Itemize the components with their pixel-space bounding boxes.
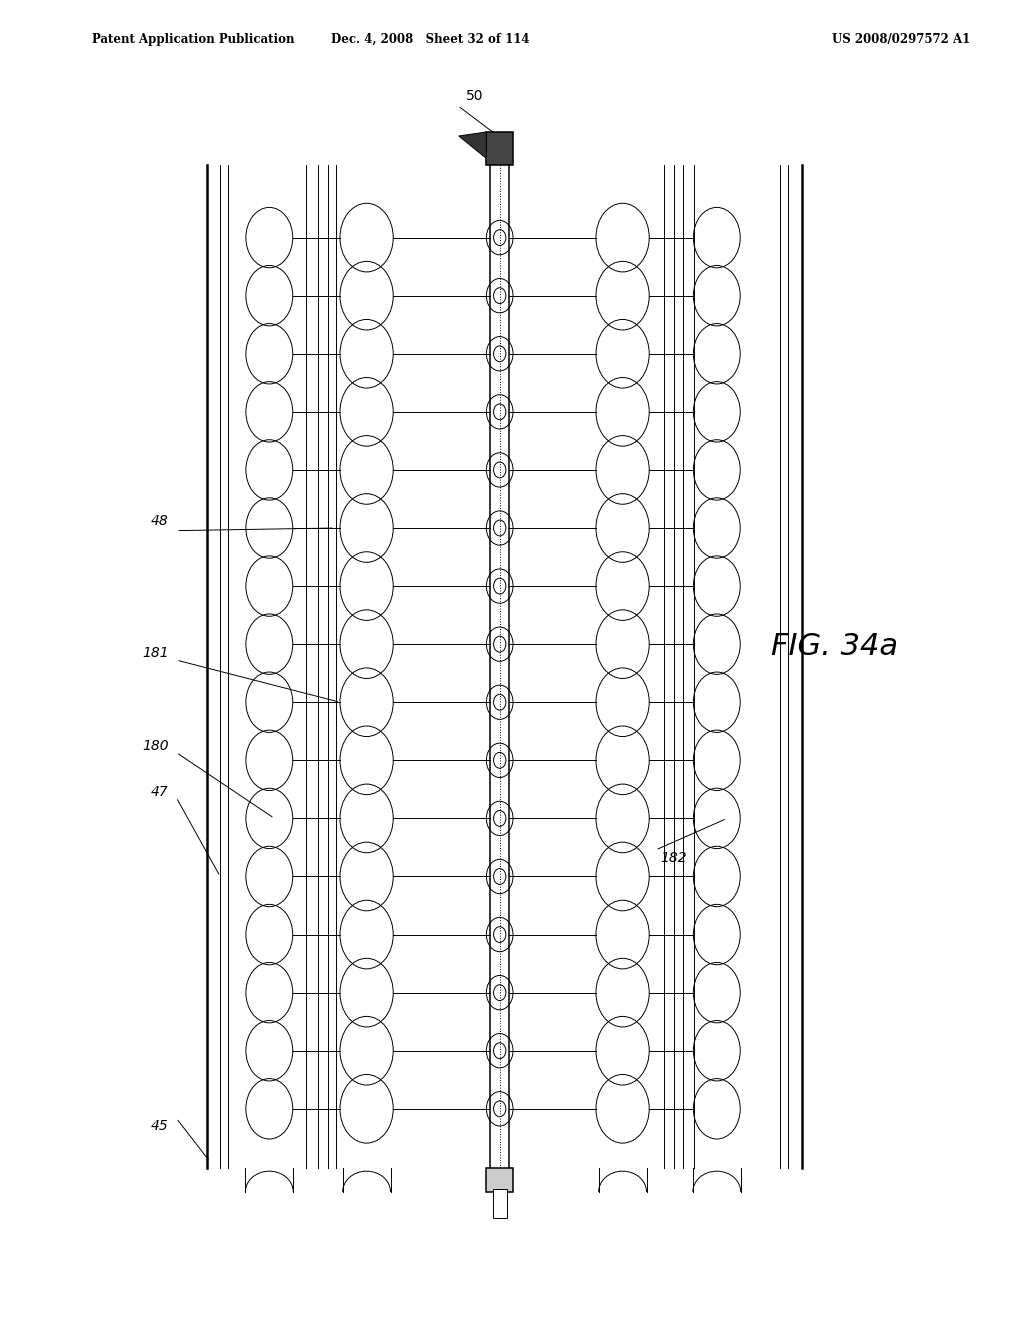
Text: Patent Application Publication: Patent Application Publication: [92, 33, 295, 46]
Polygon shape: [459, 132, 486, 158]
Text: 182: 182: [660, 851, 687, 865]
Text: US 2008/0297572 A1: US 2008/0297572 A1: [831, 33, 971, 46]
Bar: [493, 1189, 507, 1218]
Bar: [486, 1168, 513, 1192]
Bar: [486, 132, 513, 165]
Text: 48: 48: [152, 515, 169, 528]
Text: 45: 45: [152, 1119, 169, 1133]
Text: 181: 181: [142, 647, 169, 660]
Text: 180: 180: [142, 739, 169, 752]
Text: FIG. 34a: FIG. 34a: [771, 632, 898, 661]
Text: Dec. 4, 2008   Sheet 32 of 114: Dec. 4, 2008 Sheet 32 of 114: [331, 33, 529, 46]
Text: 47: 47: [152, 785, 169, 799]
Text: 50: 50: [466, 90, 483, 103]
